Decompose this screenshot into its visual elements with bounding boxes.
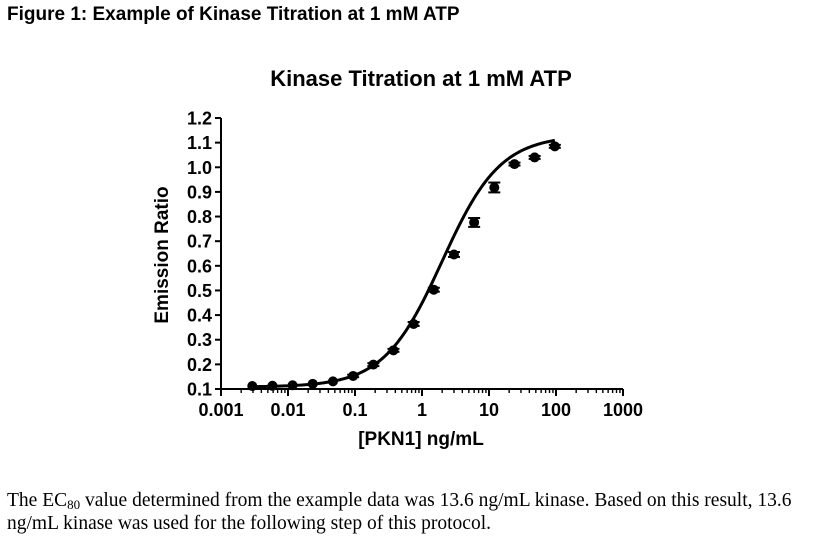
x-tick-label: 10 <box>479 400 499 420</box>
y-tick-label: 0.3 <box>187 330 212 350</box>
data-point <box>388 345 399 356</box>
y-tick-label: 0.9 <box>187 182 212 202</box>
y-axis-label: Emission Ratio <box>152 186 173 323</box>
x-tick-label: 0.1 <box>342 400 367 420</box>
x-axis-label: [PKN1] ng/mL <box>358 429 484 450</box>
data-point <box>469 217 480 228</box>
y-tick-label: 0.6 <box>187 256 212 276</box>
data-point <box>247 381 258 392</box>
data-point <box>489 182 500 193</box>
axes: 0.1 0.2 0.3 0.4 0.5 0.6 0.7 0.8 0.9 1.0 1.1 1.2 0.00… <box>187 109 643 421</box>
data-point <box>267 380 278 391</box>
x-tick-label: 1000 <box>603 400 643 420</box>
data-point <box>368 359 379 370</box>
x-tick-label: 100 <box>541 400 571 420</box>
data-points-layer <box>247 141 561 392</box>
x-tick-label: 1 <box>417 400 427 420</box>
data-point <box>428 284 439 295</box>
y-tick-label: 1.0 <box>187 158 212 178</box>
data-point <box>529 152 540 163</box>
data-point <box>287 380 298 391</box>
data-point <box>549 141 560 152</box>
y-tick-label: 0.5 <box>187 281 212 301</box>
fit-curve <box>252 138 556 389</box>
data-point <box>348 370 359 381</box>
figure-heading: Figure 1: Example of Kinase Titration at… <box>7 4 460 25</box>
data-point <box>327 376 338 387</box>
data-point <box>408 318 419 329</box>
figure-caption: The EC80 value determined from the examp… <box>7 489 813 535</box>
y-tick-label: 0.1 <box>187 380 212 400</box>
x-tick-label: 0.001 <box>198 400 243 420</box>
chart-title: Kinase Titration at 1 mM ATP <box>270 66 572 91</box>
x-tick-label: 0.01 <box>270 400 305 420</box>
chart: Kinase Titration at 1 mM ATP Emission Ra… <box>152 66 643 450</box>
fit-curve-layer <box>252 138 556 389</box>
y-tick-label: 1.1 <box>187 133 212 153</box>
y-tick-label: 0.7 <box>187 232 212 252</box>
y-tick-label: 1.2 <box>187 109 212 129</box>
caption-text-before: The EC <box>7 490 68 511</box>
y-tick-label: 0.4 <box>187 306 212 326</box>
y-tick-label: 0.2 <box>187 355 212 375</box>
data-point <box>509 159 520 170</box>
caption-text-after: value determined from the example data w… <box>7 490 792 534</box>
caption-subscript: 80 <box>67 497 81 512</box>
y-tick-label: 0.8 <box>187 207 212 227</box>
data-point <box>448 249 459 260</box>
data-point <box>307 378 318 389</box>
